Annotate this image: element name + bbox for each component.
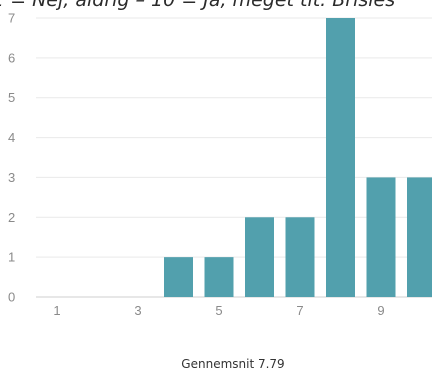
y-tick-label: 0 [8,290,15,305]
y-tick-label: 5 [8,90,15,105]
chart-title: 1 = Nej, aldrig – 10 = Ja, meget tit. Br… [0,0,395,11]
bar-7 [285,217,315,297]
y-tick-label: 3 [8,170,15,185]
y-tick-label: 2 [8,210,15,225]
bar-8 [326,18,355,297]
y-tick-label: 6 [8,50,15,65]
y-axis-ticks: 0 1 2 3 4 5 6 7 [8,11,15,305]
x-tick-label: 1 [53,303,60,318]
x-tick-label: 3 [134,303,141,318]
y-tick-label: 4 [8,130,15,145]
bar-9 [366,177,396,297]
bar-4 [164,257,193,297]
gridlines [36,17,432,298]
x-tick-label: 9 [377,303,384,318]
x-tick-label: 7 [296,303,303,318]
x-tick-label: 5 [215,303,222,318]
bar-5 [204,257,234,297]
y-tick-label: 1 [8,250,15,265]
bar-10 [407,177,432,297]
x-axis-ticks: 1 3 5 7 9 [53,303,384,318]
bar-6 [245,217,274,297]
y-tick-label: 7 [8,11,15,26]
average-label: Gennemsnit 7.79 [181,357,284,371]
bars [164,18,432,297]
